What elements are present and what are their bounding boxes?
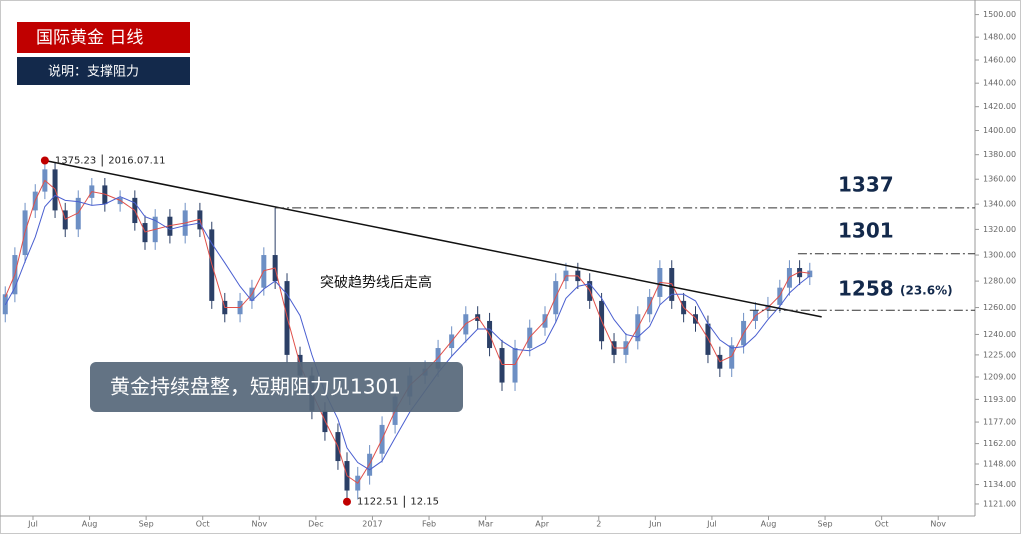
level-label: 1301 xyxy=(838,218,894,242)
y-tick-label: 1320.00 xyxy=(983,225,1016,234)
subtitle-box xyxy=(17,57,190,85)
x-tick-label: 2017 xyxy=(362,520,382,529)
x-tick-label: Sep xyxy=(139,520,154,529)
chart-subtitle: 说明：支撑阻力 xyxy=(48,65,139,80)
y-tick-label: 1380.00 xyxy=(983,150,1016,159)
callout-box xyxy=(90,362,463,412)
chart-title: 国际黄金 日线 xyxy=(36,28,143,48)
y-tick-label: 1209.00 xyxy=(983,372,1016,381)
y-tick-label: 1420.00 xyxy=(983,102,1016,111)
level-label: 1258 xyxy=(838,277,894,301)
y-tick-label: 1340.00 xyxy=(983,200,1016,209)
x-tick-label: 2 xyxy=(596,520,601,529)
moving-average xyxy=(4,194,811,471)
x-tick-label: Oct xyxy=(875,520,889,529)
y-tick-label: 1148.00 xyxy=(983,459,1016,468)
candle-body xyxy=(512,348,518,383)
x-tick-label: Oct xyxy=(196,520,210,529)
candle-body xyxy=(102,185,108,205)
x-tick-label: Feb xyxy=(422,520,436,529)
x-tick-label: Apr xyxy=(535,520,550,529)
y-tick-label: 1460.00 xyxy=(983,56,1016,65)
trendline xyxy=(44,159,822,318)
x-tick-label: Aug xyxy=(761,520,777,529)
candle-body xyxy=(117,197,123,205)
trend-note: 突破趋势线后走高 xyxy=(320,274,432,291)
x-tick-label: Jul xyxy=(27,520,38,529)
y-tick-label: 1193.00 xyxy=(983,395,1016,404)
x-tick-label: Nov xyxy=(251,520,267,529)
y-tick-label: 1360.00 xyxy=(983,175,1016,184)
y-tick-label: 1300.00 xyxy=(983,251,1016,260)
y-tick-label: 1280.00 xyxy=(983,277,1016,286)
extreme-marker xyxy=(40,156,49,165)
title-box xyxy=(17,22,190,53)
candle-body xyxy=(797,268,803,278)
x-tick-label: Mar xyxy=(478,520,494,529)
y-tick-label: 1260.00 xyxy=(983,303,1016,312)
plot: 1500.00 1480.00 1460.00 1440.00 1420.00 1400.… xyxy=(2,10,1016,529)
candle-body xyxy=(75,197,81,230)
y-tick-label: 1121.00 xyxy=(983,499,1016,508)
extreme-value: 1375.23 xyxy=(55,156,96,167)
x-tick-label: Jun xyxy=(648,520,662,529)
extreme-date: 12.15 xyxy=(410,497,439,508)
extreme-value: 1122.51 xyxy=(357,497,398,508)
y-tick-label: 1240.00 xyxy=(983,330,1016,339)
y-tick-label: 1177.00 xyxy=(983,418,1016,427)
candle-body xyxy=(499,348,505,383)
y-tick-label: 1162.00 xyxy=(983,439,1016,448)
candle-body xyxy=(807,270,813,278)
level-note: (23.6%) xyxy=(900,284,953,298)
y-tick-label: 1134.00 xyxy=(983,480,1016,489)
y-tick-label: 1400.00 xyxy=(983,126,1016,135)
extreme-date: 2016.07.11 xyxy=(108,156,165,167)
candle-body xyxy=(167,216,173,236)
x-tick-label: Sep xyxy=(818,520,833,529)
extreme-marker xyxy=(342,497,351,506)
x-tick-label: Aug xyxy=(82,520,98,529)
y-tick-label: 1480.00 xyxy=(983,33,1016,42)
candle-body xyxy=(729,345,735,369)
candle-body xyxy=(142,223,148,243)
callout: 黄金持续盘整，短期阻力见1301 xyxy=(110,375,401,399)
y-tick-label: 1225.00 xyxy=(983,350,1016,359)
x-tick-label: Nov xyxy=(930,520,946,529)
level-label: 1337 xyxy=(838,172,894,196)
x-tick-label: Dec xyxy=(308,520,323,529)
y-tick-label: 1440.00 xyxy=(983,79,1016,88)
candle-body xyxy=(62,210,68,230)
x-tick-label: Jul xyxy=(706,520,717,529)
y-tick-label: 1500.00 xyxy=(983,10,1016,19)
